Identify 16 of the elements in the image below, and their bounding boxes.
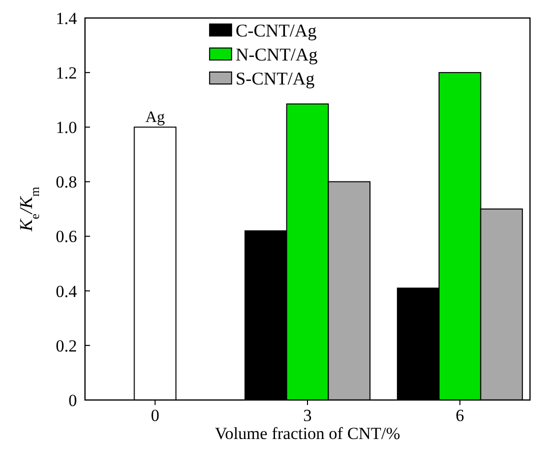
x-tick-label: 6 (456, 406, 464, 425)
x-tick-label: 3 (303, 406, 312, 425)
y-tick-label: 0.8 (56, 172, 77, 192)
y-tick-label: 0.2 (56, 336, 77, 356)
series-label: Ag (145, 109, 165, 126)
legend-label: S-CNT/Ag (236, 68, 315, 88)
legend-label: C-CNT/Ag (236, 20, 317, 40)
y-tick-label: 1.2 (56, 64, 77, 83)
y-tick-label: 0.6 (56, 227, 77, 246)
y-tick-label: 0 (68, 390, 77, 410)
y-tick-label: 1.0 (56, 118, 77, 138)
x-tick-label: 0 (150, 406, 160, 425)
y-tick-label: 0.4 (56, 282, 78, 301)
legend-label: N-CNT/Ag (236, 44, 318, 64)
x-axis-title: Volume fraction of CNT/% (214, 424, 400, 443)
y-tick-label: 1.4 (56, 8, 78, 28)
